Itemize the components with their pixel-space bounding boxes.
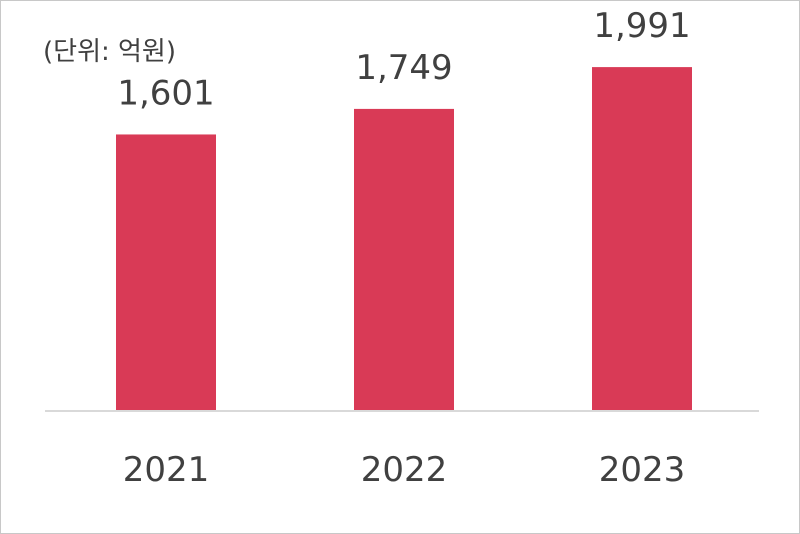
x-tick-label-2023: 2023: [599, 450, 686, 490]
bar-2022: [354, 108, 454, 412]
value-label-2023: 1,991: [593, 6, 690, 46]
x-tick-label-2021: 2021: [123, 450, 210, 490]
bar-2021: [116, 134, 216, 412]
bars-group: [116, 67, 692, 412]
labels-group: 1,601 2021 1,749 2022 1,991 2023: [117, 6, 690, 490]
value-label-2022: 1,749: [355, 48, 452, 88]
unit-label: (단위: 억원): [43, 37, 176, 67]
value-label-2021: 1,601: [117, 73, 214, 113]
x-tick-label-2022: 2022: [361, 450, 448, 490]
bar-2023: [592, 67, 692, 411]
